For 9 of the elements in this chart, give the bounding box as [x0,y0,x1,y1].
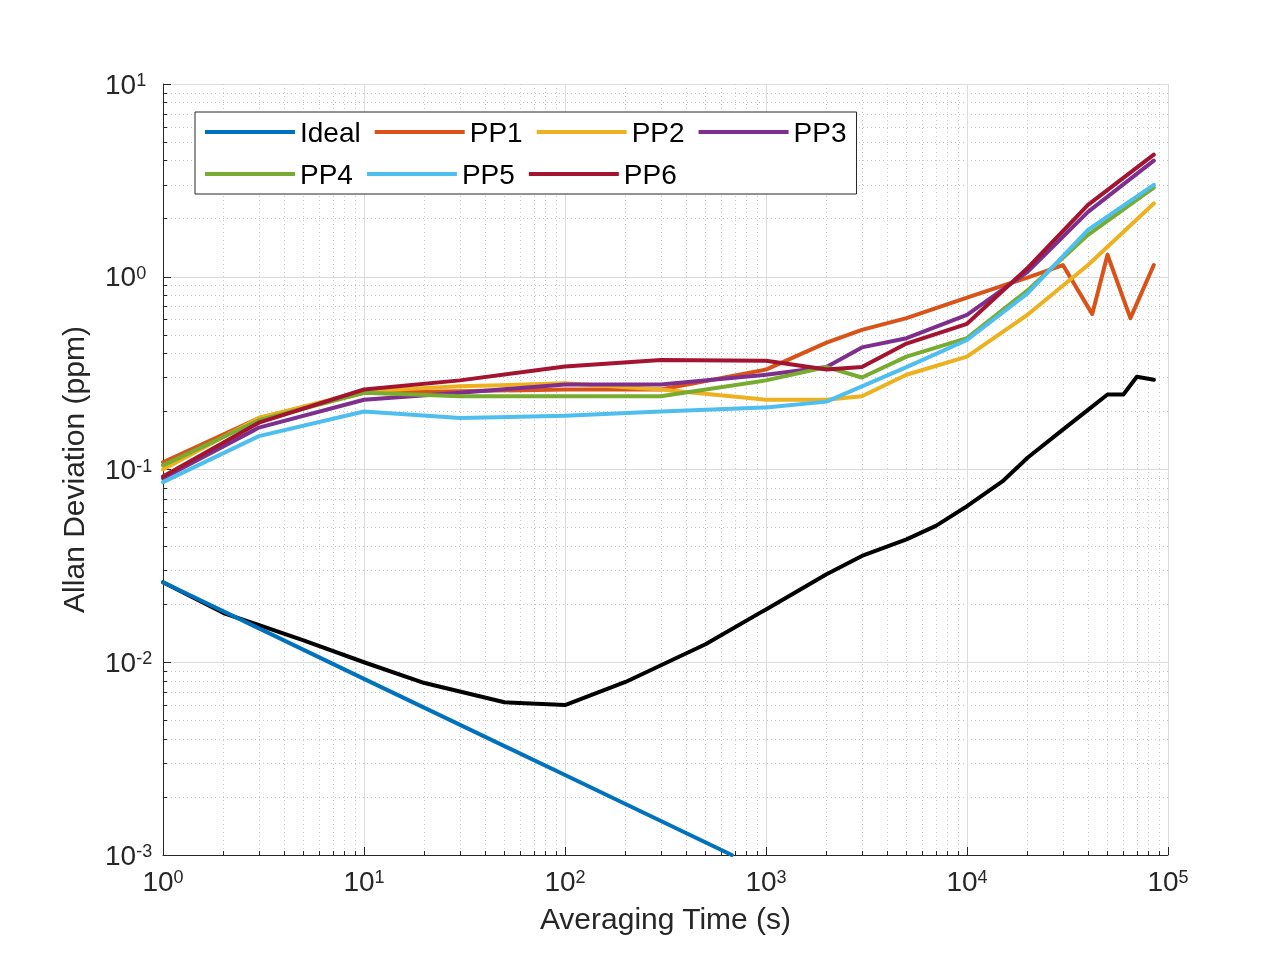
legend-label: PP6 [623,158,677,190]
legend-label: PP4 [300,158,353,190]
legend-label: PP3 [793,116,847,148]
legend-label: PP5 [461,158,515,190]
legend-label: Ideal [300,116,361,148]
y-axis-title: Allan Deviation (ppm) [56,326,90,613]
legend-label: PP2 [631,116,685,148]
legend-label: PP1 [469,116,523,148]
x-axis-title: Averaging Time (s) [539,901,792,935]
